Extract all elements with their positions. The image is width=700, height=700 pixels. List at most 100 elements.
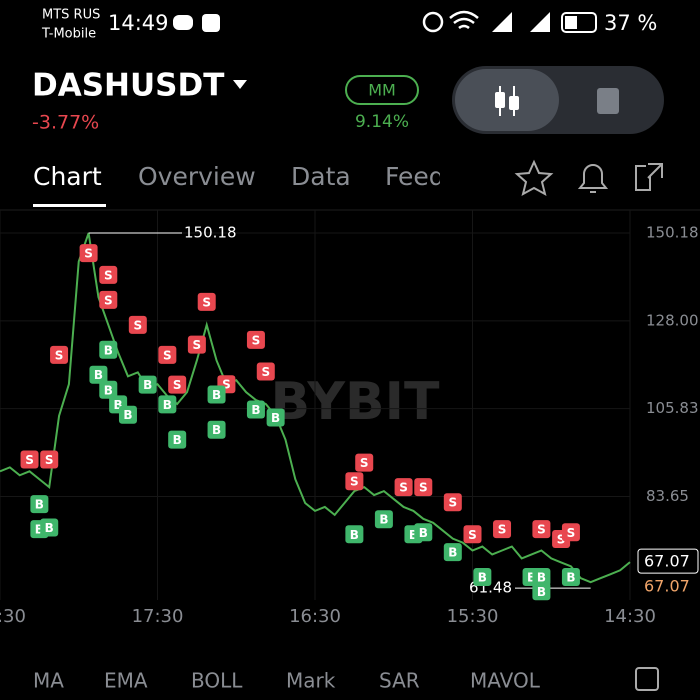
signal-badge — [187, 335, 206, 354]
signal-badge — [138, 375, 157, 394]
signal-badge — [561, 523, 580, 542]
tab[interactable]: Feed — [385, 162, 445, 191]
indicator-button[interactable]: MA — [33, 669, 64, 693]
app-icon — [202, 14, 220, 32]
battery-icon — [561, 12, 597, 33]
last-price: 67.07 — [644, 552, 690, 571]
signal-badge — [256, 362, 275, 381]
fullscreen-icon[interactable] — [635, 667, 659, 691]
signal-badge — [50, 345, 69, 364]
price-chart: BYBIT 150.18 128.00 105.83 83.65 18:30 17:30 16… — [0, 210, 699, 627]
signal-badge — [355, 453, 374, 472]
signal-label: B — [163, 398, 172, 412]
signal-label: B — [123, 408, 132, 422]
signal-badge — [266, 408, 285, 427]
signal-badge — [40, 450, 59, 469]
signal-badge — [158, 345, 177, 364]
signal-icon — [530, 12, 550, 32]
signal-label: S — [498, 523, 507, 537]
indicator-button[interactable]: BOLL — [191, 669, 243, 693]
indicator-button[interactable]: MAVOL — [470, 669, 541, 693]
signal-badge — [443, 543, 462, 562]
x-tick-label: 14:30 — [604, 606, 656, 627]
signal-badge — [561, 568, 580, 587]
signal-label: B — [212, 423, 221, 437]
mark-price: 67.07 — [644, 577, 690, 596]
y-tick-label: 150.18 — [646, 224, 699, 242]
signal-badge — [443, 493, 462, 512]
battery-level — [565, 16, 577, 29]
tab[interactable]: Overview — [138, 162, 256, 191]
signal-badge — [99, 265, 118, 284]
signal-badge — [473, 568, 492, 587]
signal-label: B — [251, 403, 260, 417]
alarm-icon — [422, 11, 444, 33]
signal-label: B — [212, 388, 221, 402]
x-tick-label: 18:30 — [0, 606, 26, 627]
signal-badge — [168, 375, 187, 394]
tab[interactable]: Data — [291, 162, 351, 191]
max-label: 150.18 — [184, 224, 237, 242]
y-tick-label: 105.83 — [646, 399, 699, 417]
indicator-button[interactable]: Mark — [286, 669, 336, 693]
signal-label: B — [271, 411, 280, 425]
signal-badge — [128, 315, 147, 334]
alert-icon[interactable] — [577, 164, 609, 193]
indicator-button[interactable]: SAR — [379, 669, 420, 693]
signal-label: B — [104, 343, 113, 357]
signal-label: B — [350, 528, 359, 542]
indicator-button[interactable]: EMA — [104, 669, 148, 693]
signal-label: B — [173, 433, 182, 447]
signal-label: B — [114, 398, 123, 412]
dropdown-arrow[interactable] — [233, 80, 247, 89]
signal-badge — [168, 430, 187, 449]
tab[interactable]: Chart — [33, 162, 102, 191]
signal-badge — [99, 380, 118, 399]
signal-label: S — [557, 533, 566, 547]
signal-badge — [345, 472, 364, 491]
signal-label: B — [537, 571, 546, 585]
list-view-button[interactable] — [597, 88, 619, 114]
signal-label: S — [261, 365, 270, 379]
signal-label: S — [104, 293, 113, 307]
carrier: MTS RUS — [42, 8, 100, 23]
signal-label: S — [193, 338, 202, 352]
signal-badge — [374, 510, 393, 529]
signal-badge — [99, 340, 118, 359]
signal-badge — [207, 385, 226, 404]
signal-badge — [197, 292, 216, 311]
signal-badge — [493, 520, 512, 539]
signal-badge — [118, 405, 137, 424]
favorite-icon[interactable] — [514, 159, 554, 196]
candle-view-button[interactable] — [455, 69, 559, 131]
signal-label: B — [409, 528, 418, 542]
signal-badge — [89, 365, 108, 384]
candle-icon — [509, 96, 519, 110]
signal-badge — [345, 525, 364, 544]
price-line — [0, 232, 631, 584]
signal-badge — [30, 495, 49, 514]
mm-badge[interactable] — [345, 75, 419, 105]
signal-badge — [79, 244, 98, 263]
signal-badge — [99, 290, 118, 309]
signal-label: S — [104, 268, 113, 282]
candle-icon — [495, 92, 505, 108]
signal-label: B — [527, 571, 536, 585]
y-tick-label: 83.65 — [646, 487, 689, 505]
signal-label: S — [419, 481, 428, 495]
signal-label: S — [448, 496, 457, 510]
x-tick-label: 16:30 — [289, 606, 341, 627]
signal-badge — [246, 400, 265, 419]
signal-badge — [20, 450, 39, 469]
indicator-bar: MA EMA BOLL Mark SAR MAVOL — [33, 669, 541, 693]
signal-label: S — [567, 526, 576, 540]
signal-badge — [532, 520, 551, 539]
y-tick-label: 128.00 — [646, 311, 699, 329]
signal-badge — [414, 523, 433, 542]
signal-badge — [207, 420, 226, 439]
share-icon[interactable] — [635, 163, 663, 191]
signal-label: S — [350, 475, 359, 489]
symbol[interactable]: DASHUSDT — [32, 68, 224, 104]
signal-label: S — [399, 481, 408, 495]
